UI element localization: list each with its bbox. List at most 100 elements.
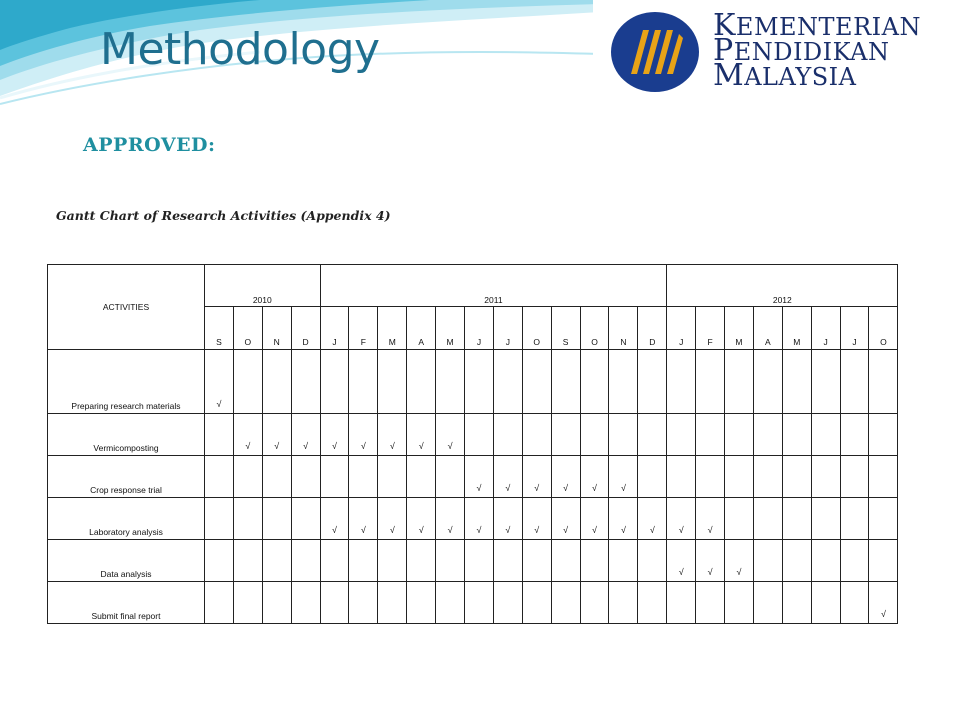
check-mark: √ <box>447 441 453 451</box>
schedule-cell <box>637 349 668 414</box>
schedule-cell <box>752 539 783 582</box>
activity-row: Preparing research materials √ <box>47 349 899 414</box>
schedule-cell <box>377 581 408 624</box>
schedule-cell: √ <box>435 497 466 540</box>
schedule-cell: √ <box>579 455 610 498</box>
schedule-cell <box>550 539 581 582</box>
schedule-cell: √ <box>695 497 726 540</box>
schedule-cell <box>435 581 466 624</box>
schedule-cell <box>868 413 899 456</box>
check-mark: √ <box>389 525 395 535</box>
schedule-cell <box>608 539 639 582</box>
schedule-cell <box>232 349 263 414</box>
page-title: Methodology <box>100 24 380 75</box>
schedule-cell: √ <box>579 497 610 540</box>
schedule-cell <box>839 497 870 540</box>
check-mark: √ <box>534 483 540 493</box>
schedule-cell <box>319 349 350 414</box>
schedule-cell <box>810 413 841 456</box>
check-mark: √ <box>880 609 886 619</box>
schedule-cell: √ <box>550 455 581 498</box>
schedule-cell <box>290 581 321 624</box>
schedule-cell: √ <box>261 413 292 456</box>
ministry-logo: KEMENTERIAN PENDIDIKAN MALAYSIA <box>593 0 960 104</box>
schedule-cell <box>666 581 697 624</box>
schedule-cell <box>521 539 552 582</box>
check-mark: √ <box>620 525 626 535</box>
schedule-cell: √ <box>319 413 350 456</box>
schedule-cell <box>695 349 726 414</box>
activity-name: Submit final report <box>47 581 205 624</box>
schedule-cell <box>232 539 263 582</box>
schedule-cell <box>579 413 610 456</box>
schedule-cell <box>464 413 494 456</box>
schedule-cell <box>232 455 263 498</box>
schedule-cell <box>724 455 754 498</box>
schedule-cell <box>579 349 610 414</box>
schedule-cell <box>550 413 581 456</box>
check-mark: √ <box>534 525 540 535</box>
gantt-caption: Gantt Chart of Research Activities (Appe… <box>56 208 391 223</box>
logo-line-3: MALAYSIA <box>713 58 857 93</box>
schedule-cell <box>868 497 899 540</box>
schedule-cell: √ <box>608 455 639 498</box>
activity-row: Submit final report √ <box>47 581 899 624</box>
schedule-cell: √ <box>550 497 581 540</box>
schedule-cell <box>608 413 639 456</box>
schedule-cell: √ <box>637 497 668 540</box>
schedule-cell <box>839 539 870 582</box>
month-header: A <box>752 306 783 350</box>
month-header: J <box>666 306 697 350</box>
schedule-cell <box>752 581 783 624</box>
ministry-emblem-icon <box>611 12 699 92</box>
activities-header: ACTIVITIES <box>47 264 205 350</box>
check-mark: √ <box>476 483 482 493</box>
schedule-cell <box>204 497 234 540</box>
schedule-cell: √ <box>204 349 234 414</box>
month-header: A <box>406 306 437 350</box>
schedule-cell <box>204 413 234 456</box>
year-header-2010: 2010 <box>204 264 321 307</box>
check-mark: √ <box>620 483 626 493</box>
activity-row: Vermicomposting √ √ √ √ √ √ √ √ <box>47 413 899 456</box>
check-mark: √ <box>736 567 742 577</box>
schedule-cell: √ <box>666 539 697 582</box>
approved-label: APPROVED: <box>83 134 216 156</box>
schedule-cell <box>579 581 610 624</box>
year-header-2011: 2011 <box>319 264 668 307</box>
schedule-cell <box>695 455 726 498</box>
schedule-cell <box>232 497 263 540</box>
schedule-cell: √ <box>492 455 523 498</box>
schedule-cell: √ <box>464 497 494 540</box>
check-mark: √ <box>418 525 424 535</box>
activity-name: Preparing research materials <box>47 349 205 414</box>
check-mark: √ <box>678 567 684 577</box>
schedule-cell <box>724 581 754 624</box>
check-mark: √ <box>563 483 569 493</box>
activity-name: Crop response trial <box>47 455 205 498</box>
schedule-cell <box>348 539 379 582</box>
logo-line-2: PENDIDIKAN <box>713 33 890 68</box>
schedule-cell: √ <box>724 539 754 582</box>
month-header: M <box>724 306 754 350</box>
schedule-cell: √ <box>232 413 263 456</box>
month-header: O <box>232 306 263 350</box>
schedule-cell <box>261 497 292 540</box>
schedule-cell <box>637 581 668 624</box>
schedule-cell <box>810 497 841 540</box>
schedule-cell <box>637 413 668 456</box>
schedule-cell <box>695 581 726 624</box>
check-mark: √ <box>418 441 424 451</box>
schedule-cell <box>232 581 263 624</box>
check-mark: √ <box>678 525 684 535</box>
schedule-cell <box>406 539 437 582</box>
schedule-cell <box>406 455 437 498</box>
schedule-cell <box>290 497 321 540</box>
schedule-cell <box>695 413 726 456</box>
check-mark: √ <box>476 525 482 535</box>
logo-line-1: KEMENTERIAN <box>713 8 921 43</box>
month-header: M <box>435 306 466 350</box>
check-mark: √ <box>649 525 655 535</box>
